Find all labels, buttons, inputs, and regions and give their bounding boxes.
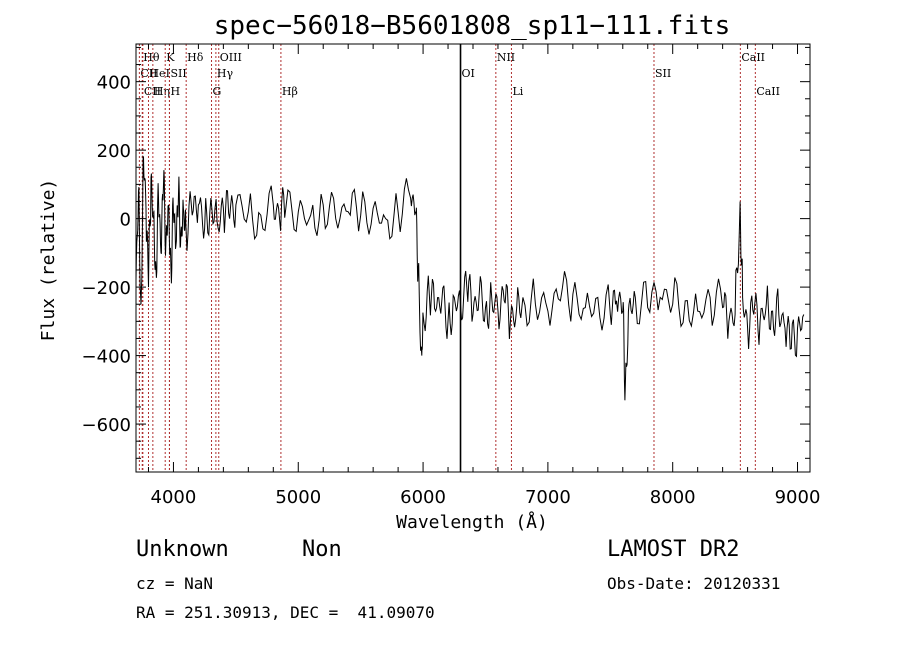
y-tick-label: −400 (82, 347, 131, 368)
spectrum-line (135, 155, 805, 401)
feature-label-g: G (213, 85, 222, 98)
feature-label-oi: OI (462, 67, 475, 80)
redshift-label: cz = NaN (136, 574, 214, 593)
feature-label-nii: NII (497, 51, 515, 64)
feature-label-caii: CaII (756, 85, 780, 98)
x-tick-label: 4000 (151, 487, 197, 508)
feature-label-hη: Hη (154, 85, 170, 98)
object-subclass-label: Non (302, 537, 342, 562)
y-tick-label: −600 (82, 415, 131, 436)
y-axis-label: Flux (relative) (38, 179, 59, 342)
feature-label-hγ: Hγ (217, 67, 234, 80)
obs-date-label: Obs-Date: 20120331 (607, 574, 781, 593)
survey-label: LAMOST DR2 (607, 537, 740, 562)
y-tick-label: −200 (82, 278, 131, 299)
x-tick-label: 5000 (275, 487, 321, 508)
x-tick-label: 6000 (400, 487, 446, 508)
x-tick-label: 8000 (650, 487, 696, 508)
feature-label-hβ: Hβ (282, 85, 298, 98)
coordinates-label: RA = 251.30913, DEC = 41.09070 (136, 603, 435, 622)
feature-label-oiii: OIII (220, 51, 242, 64)
y-tick-label: 200 (97, 141, 131, 162)
chart-title: spec−56018−B5601808_sp11−111.fits (214, 11, 731, 41)
x-axis-label: Wavelength (Å) (396, 511, 548, 533)
x-tick-label: 9000 (775, 487, 821, 508)
feature-label-hθ: Hθ (143, 51, 160, 64)
feature-label-k: K (166, 51, 175, 64)
plot-area: CIIHθCIIHeIHηKSIIHHδOIIIHγGHβOINIILiSIIC… (82, 43, 821, 508)
feature-label-hδ: Hδ (187, 51, 204, 64)
feature-label-sii: SII (655, 67, 671, 80)
x-tick-label: 7000 (525, 487, 571, 508)
y-tick-label: 0 (120, 210, 131, 231)
feature-label-li: Li (512, 85, 523, 98)
plot-frame (135, 43, 811, 473)
feature-label-sii: SII (170, 67, 186, 80)
feature-label-caii: CaII (741, 51, 765, 64)
object-class-label: Unknown (136, 537, 229, 562)
feature-label-h: H (170, 85, 180, 98)
y-tick-label: 400 (97, 73, 131, 94)
